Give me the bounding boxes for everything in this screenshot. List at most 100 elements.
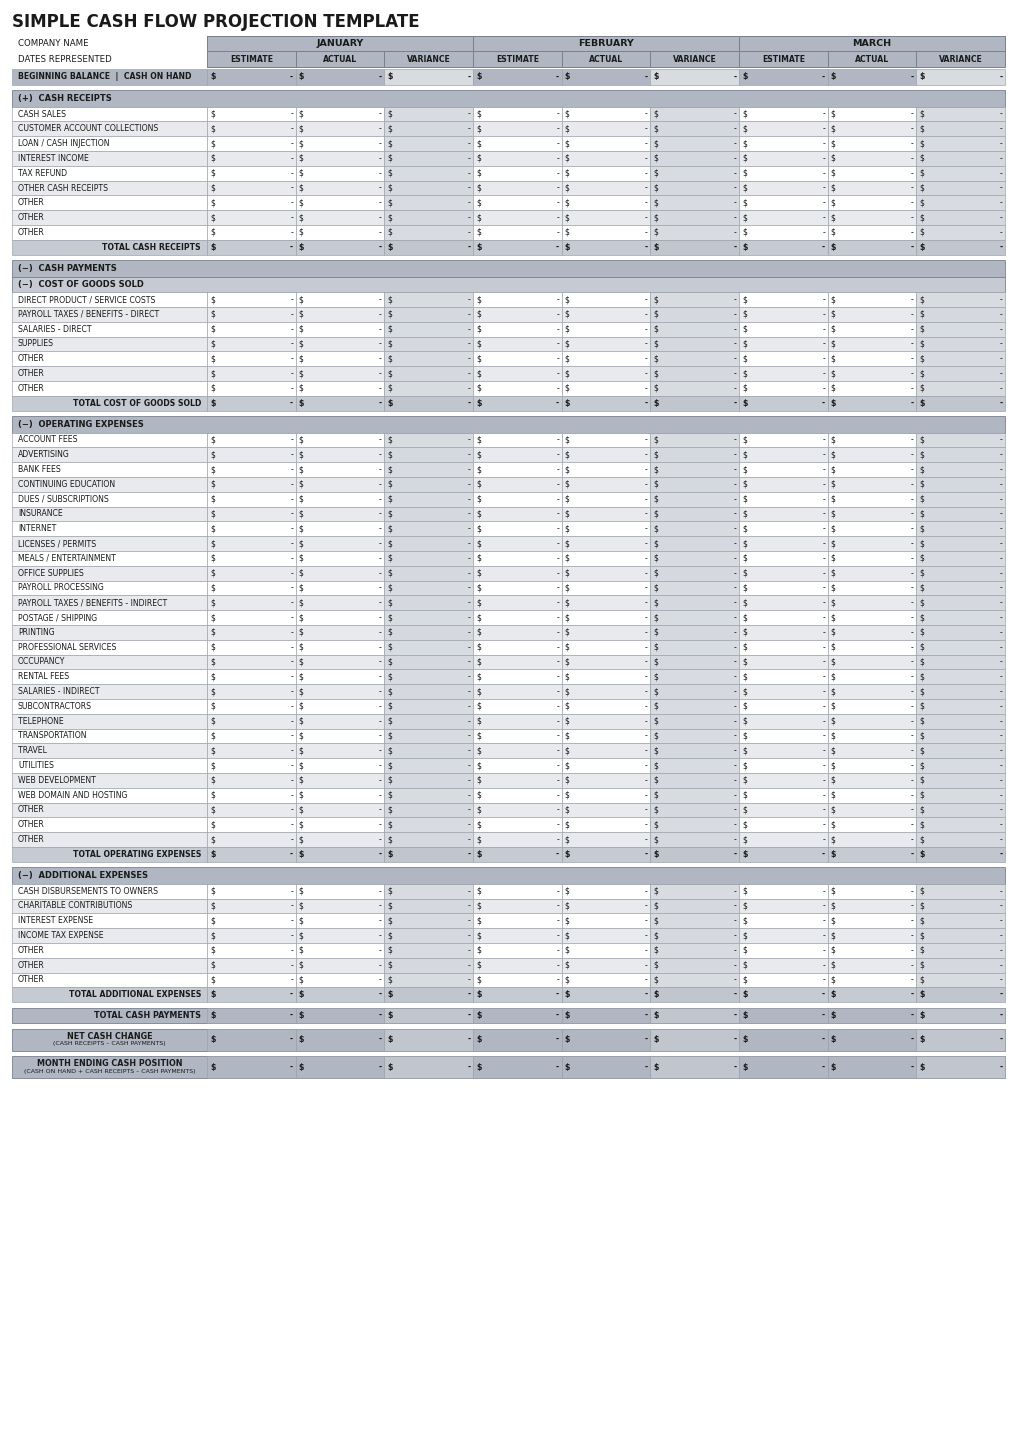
Bar [296,943,384,958]
Text: $: $ [742,643,746,652]
Text: $: $ [564,820,570,830]
Text: $: $ [387,775,393,785]
Text: $: $ [831,961,836,969]
Text: $: $ [742,184,746,192]
Text: $: $ [742,791,746,800]
Text: -: - [291,931,293,941]
Text: -: - [823,510,825,518]
Bar [207,1028,296,1051]
Text: $: $ [919,325,924,333]
Text: -: - [379,524,381,533]
Bar [207,1057,296,1078]
Bar [828,322,916,336]
Bar [207,432,296,448]
Bar [650,728,739,744]
Text: $: $ [299,465,303,474]
Text: INTERNET: INTERNET [18,524,56,533]
Text: -: - [911,658,914,666]
Text: -: - [556,658,559,666]
Text: $: $ [564,1011,571,1020]
Bar [650,699,739,714]
Bar [828,655,916,669]
Text: $: $ [387,510,393,518]
Bar [650,477,739,491]
Text: $: $ [564,125,570,134]
Text: -: - [911,569,914,577]
Bar [384,151,473,167]
Bar [561,833,650,847]
Text: $: $ [299,599,303,607]
Text: -: - [911,946,914,955]
Text: $: $ [919,139,924,148]
Text: -: - [733,686,736,696]
Bar [561,972,650,988]
Text: $: $ [653,658,658,666]
Text: ESTIMATE: ESTIMATE [762,55,804,63]
Bar [739,462,828,477]
Text: $: $ [387,836,393,844]
Text: -: - [556,946,559,955]
Bar [561,462,650,477]
Text: $: $ [387,628,393,638]
Bar [12,655,207,669]
Text: -: - [468,902,471,910]
Text: $: $ [742,355,746,363]
Text: $: $ [742,1063,747,1071]
Bar [561,292,650,307]
Text: $: $ [299,369,303,378]
Text: -: - [645,702,648,711]
Text: $: $ [653,731,658,741]
Text: $: $ [653,228,658,237]
Bar [473,625,561,640]
Text: DUES / SUBSCRIPTIONS: DUES / SUBSCRIPTIONS [18,494,109,504]
Bar [650,462,739,477]
Text: -: - [911,480,914,488]
Text: $: $ [387,946,393,955]
Text: $: $ [387,554,393,563]
Bar [916,758,1005,773]
Text: $: $ [299,296,303,304]
Text: -: - [556,836,559,844]
Bar [296,381,384,396]
Bar [296,322,384,336]
Bar [561,122,650,136]
Text: -: - [556,339,559,349]
Text: -: - [645,731,648,741]
Text: -: - [379,747,381,755]
Bar [296,1057,384,1078]
Text: $: $ [387,296,393,304]
Text: OTHER: OTHER [18,355,45,363]
Text: $: $ [387,465,393,474]
Text: -: - [468,569,471,577]
Text: $: $ [476,820,481,830]
Bar [473,883,561,899]
Text: $: $ [742,599,746,607]
Bar [296,448,384,462]
Text: -: - [1000,1035,1003,1044]
Bar [739,640,828,655]
Text: -: - [468,510,471,518]
Text: $: $ [210,494,215,504]
Bar [561,195,650,210]
Bar [916,352,1005,366]
Bar [473,988,561,1002]
Bar [561,943,650,958]
Text: -: - [911,643,914,652]
Text: $: $ [387,310,393,319]
Text: -: - [291,975,293,985]
Text: $: $ [564,339,570,349]
Bar [916,136,1005,151]
Bar [739,167,828,181]
Text: -: - [822,991,825,999]
Text: INTEREST INCOME: INTEREST INCOME [18,154,88,164]
Text: -: - [733,613,736,622]
Text: -: - [645,139,648,148]
Text: -: - [645,902,648,910]
Bar [739,292,828,307]
Bar [916,803,1005,817]
Text: COMPANY NAME: COMPANY NAME [18,39,88,49]
Text: $: $ [919,836,924,844]
Text: $: $ [831,339,836,349]
Bar [12,260,1005,277]
Text: OTHER: OTHER [18,820,45,830]
